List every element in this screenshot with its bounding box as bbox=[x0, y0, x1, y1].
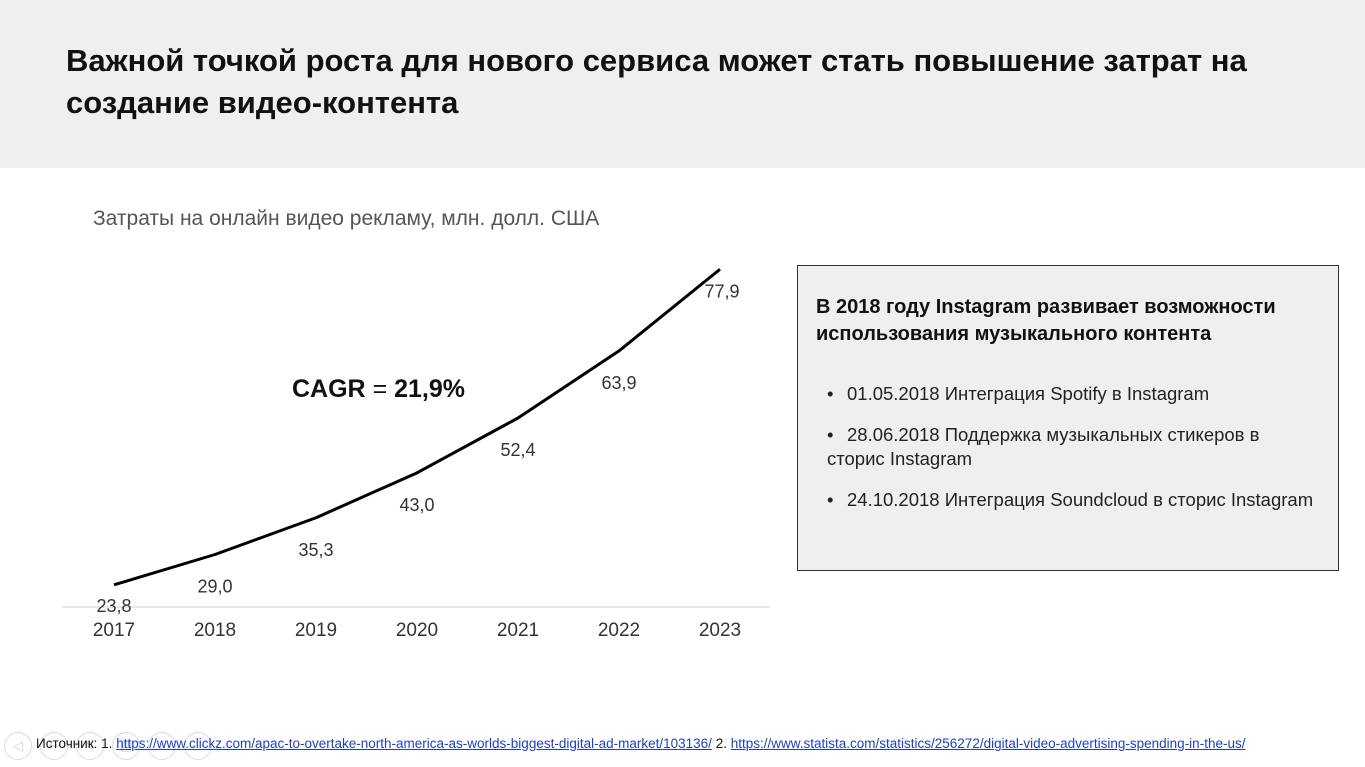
x-tick-label: 2018 bbox=[194, 620, 236, 641]
source-label: Источник: bbox=[36, 736, 98, 751]
list-item: • 24.10.2018 Интеграция Soundcloud в стор… bbox=[827, 488, 1317, 512]
data-label: 52,4 bbox=[500, 440, 535, 460]
ref2-link[interactable]: https://www.statista.com/statistics/2562… bbox=[730, 736, 1246, 751]
data-label: 35,3 bbox=[298, 540, 333, 560]
x-tick-label: 2023 bbox=[699, 620, 741, 641]
bullet-icon: • bbox=[827, 383, 834, 404]
x-tick-label: 2017 bbox=[93, 620, 135, 641]
list-item: • 01.05.2018 Интеграция Spotify в Instagr… bbox=[827, 382, 1317, 406]
data-label: 29,0 bbox=[197, 577, 232, 597]
bullet-icon: • bbox=[827, 424, 834, 445]
more-icon[interactable]: ⋯ bbox=[184, 732, 212, 760]
data-label: 77,9 bbox=[704, 281, 739, 301]
cagr-annotation: CAGR = 21,9% bbox=[292, 375, 465, 404]
list-item: • 28.06.2018 Поддержка музыкальных стикер… bbox=[827, 423, 1317, 471]
edit-icon[interactable]: ✎ bbox=[76, 732, 104, 760]
slide-title: Важной точкой роста для нового сервиса м… bbox=[66, 43, 1247, 120]
cagr-equals: = bbox=[372, 375, 388, 403]
data-label: 43,0 bbox=[399, 495, 434, 515]
list-item-text: 28.06.2018 Поддержка музыкальных стикеро… bbox=[827, 424, 1260, 469]
data-label: 63,9 bbox=[601, 373, 636, 393]
list-item-text: 24.10.2018 Интеграция Soundcloud в стори… bbox=[847, 489, 1314, 510]
cagr-label: CAGR bbox=[292, 375, 366, 403]
x-tick-label: 2022 bbox=[598, 620, 640, 641]
ref1-link[interactable]: https://www.clickz.com/apac-to-overtake-… bbox=[116, 736, 712, 751]
info-box: В 2018 году Instagram развивает возможно… bbox=[797, 265, 1339, 571]
x-tick-label: 2020 bbox=[396, 620, 438, 641]
info-box-list: • 01.05.2018 Интеграция Spotify в Instagr… bbox=[827, 382, 1317, 529]
previous-icon[interactable]: ← bbox=[40, 732, 68, 760]
slide-header: Важной точкой роста для нового сервиса м… bbox=[0, 0, 1365, 168]
data-label: 23,8 bbox=[96, 596, 131, 616]
chart-title: Затраты на онлайн видео рекламу, млн. до… bbox=[93, 207, 600, 230]
slides-icon[interactable]: ▤ bbox=[112, 732, 140, 760]
series-line bbox=[113, 268, 721, 587]
zoom-icon[interactable]: ⌕ bbox=[148, 732, 176, 760]
line-chart: 23,8 2017 29,0 2018 35,3 2019 43,0 2020 52,4 2021… bbox=[62, 268, 770, 641]
slide-nav-controls: ◁ ← ✎ ▤ ⌕ ⋯ bbox=[4, 732, 212, 760]
ref2-number: 2. bbox=[715, 736, 727, 751]
info-box-heading: В 2018 году Instagram развивает возможно… bbox=[816, 296, 1276, 345]
x-tick-label: 2021 bbox=[497, 620, 539, 641]
ref1-number: 1. bbox=[101, 736, 113, 751]
bullet-icon: • bbox=[827, 489, 834, 510]
cagr-value: 21,9% bbox=[394, 375, 466, 403]
source-footnote: Источник: 1. https://www.clickz.com/apac… bbox=[36, 736, 1245, 751]
list-item-text: 01.05.2018 Интеграция Spotify в Instagra… bbox=[847, 383, 1210, 404]
back-icon[interactable]: ◁ bbox=[4, 732, 32, 760]
x-tick-label: 2019 bbox=[295, 620, 337, 641]
